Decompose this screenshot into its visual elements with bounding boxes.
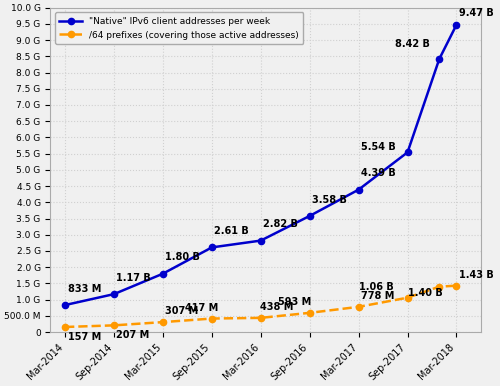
/64 prefixes (covering those active addresses) [160,320,166,324]
Text: 207 M: 207 M [116,330,150,340]
Line: /64 prefixes (covering those active addresses): /64 prefixes (covering those active addr… [62,283,460,330]
Text: 1.40 B: 1.40 B [408,288,442,298]
Legend: "Native" IPv6 client addresses per week, /64 prefixes (covering those active add: "Native" IPv6 client addresses per week,… [55,12,304,44]
Text: 417 M: 417 M [185,303,218,313]
/64 prefixes (covering those active addresses) [111,323,117,328]
"Native" IPv6 client addresses per week [111,292,117,296]
/64 prefixes (covering those active addresses) [404,295,410,300]
Text: 1.80 B: 1.80 B [166,252,200,262]
Text: 307 M: 307 M [166,306,198,316]
Text: 2.61 B: 2.61 B [214,226,249,236]
/64 prefixes (covering those active addresses) [356,305,362,309]
/64 prefixes (covering those active addresses) [454,283,460,288]
/64 prefixes (covering those active addresses) [209,316,215,321]
Text: 8.42 B: 8.42 B [396,39,430,49]
"Native" IPv6 client addresses per week [160,271,166,276]
"Native" IPv6 client addresses per week [356,187,362,192]
Text: 3.58 B: 3.58 B [312,195,347,205]
"Native" IPv6 client addresses per week [258,238,264,243]
"Native" IPv6 client addresses per week [62,303,68,307]
Text: 593 M: 593 M [278,297,311,307]
Text: 1.43 B: 1.43 B [459,270,494,280]
Text: 9.47 B: 9.47 B [459,8,494,19]
Text: 1.06 B: 1.06 B [358,282,394,292]
Text: 1.17 B: 1.17 B [116,273,151,283]
Text: 833 M: 833 M [68,284,101,294]
Line: "Native" IPv6 client addresses per week: "Native" IPv6 client addresses per week [62,22,460,308]
Text: 5.54 B: 5.54 B [361,142,396,152]
"Native" IPv6 client addresses per week [436,57,442,61]
/64 prefixes (covering those active addresses) [62,325,68,329]
Text: 778 M: 778 M [361,291,394,301]
"Native" IPv6 client addresses per week [404,150,410,155]
"Native" IPv6 client addresses per week [209,245,215,250]
Text: 438 M: 438 M [260,302,293,312]
Text: 157 M: 157 M [68,332,101,342]
/64 prefixes (covering those active addresses) [258,315,264,320]
"Native" IPv6 client addresses per week [306,213,312,218]
Text: 4.39 B: 4.39 B [361,168,396,178]
/64 prefixes (covering those active addresses) [436,284,442,289]
Text: 2.82 B: 2.82 B [263,219,298,229]
/64 prefixes (covering those active addresses) [306,310,312,315]
"Native" IPv6 client addresses per week [454,22,460,27]
